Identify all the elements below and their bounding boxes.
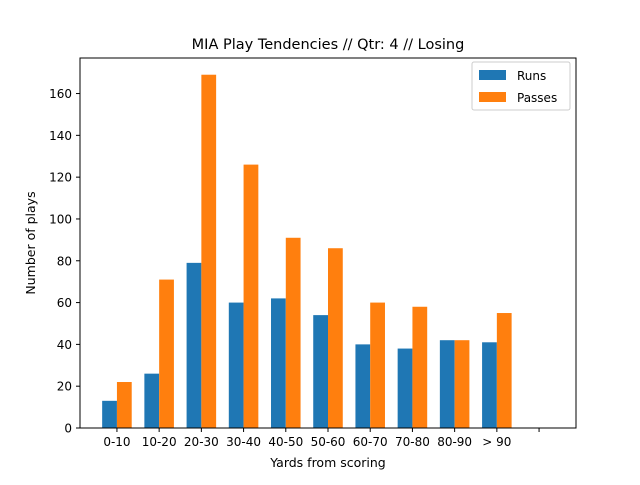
y-tick-label: 80	[57, 254, 72, 268]
x-tick-label: 0-10	[103, 435, 130, 449]
y-axis-ticks: 0 20 40 60 80 100 120 140 160	[49, 87, 80, 436]
y-tick-label: 120	[49, 171, 72, 185]
x-axis-ticks: 0-10 10-20 20-30 30-40 40-50 50-60 60-70 70-80 8…	[103, 428, 540, 449]
bar-runs-7	[397, 348, 413, 428]
y-tick-label: 20	[57, 380, 72, 394]
bar-passes-6	[370, 302, 385, 428]
bars-group	[102, 74, 512, 429]
bar-runs-4	[271, 298, 286, 428]
y-tick-label: 0	[64, 422, 72, 436]
y-tick-label: 40	[57, 338, 72, 352]
x-tick-label: > 90	[482, 435, 511, 449]
bar-passes-7	[412, 306, 428, 428]
bar-runs-3	[228, 302, 244, 428]
y-tick-label: 140	[49, 129, 72, 143]
y-tick-label: 100	[49, 212, 72, 226]
x-tick-label: 10-20	[142, 435, 177, 449]
legend-label-runs: Runs	[517, 69, 546, 83]
bar-runs-0	[102, 400, 117, 428]
legend-swatch-passes	[479, 92, 506, 102]
bar-runs-5	[313, 315, 328, 428]
x-tick-label: 60-70	[353, 435, 388, 449]
bar-runs-8	[439, 340, 455, 428]
bar-passes-2	[201, 74, 217, 428]
x-tick-label: 30-40	[226, 435, 261, 449]
bar-runs-1	[144, 373, 160, 428]
legend-label-passes: Passes	[517, 91, 557, 105]
y-axis-label: Number of plays	[23, 191, 38, 294]
bar-passes-5	[328, 248, 343, 428]
y-tick-label: 160	[49, 87, 72, 101]
bar-passes-9	[496, 313, 512, 428]
bar-runs-6	[355, 344, 371, 428]
y-tick-label: 60	[57, 296, 72, 310]
x-tick-label: 70-80	[395, 435, 430, 449]
bar-passes-3	[243, 164, 259, 429]
bar-passes-4	[285, 237, 301, 428]
bar-runs-9	[482, 342, 497, 428]
bar-passes-1	[159, 279, 174, 428]
x-tick-label: 80-90	[437, 435, 472, 449]
legend-swatch-runs	[479, 70, 506, 80]
x-tick-label: 50-60	[311, 435, 346, 449]
x-tick-label: 40-50	[268, 435, 303, 449]
chart-title: MIA Play Tendencies // Qtr: 4 // Losing	[192, 37, 465, 53]
x-axis-label: Yards from scoring	[269, 455, 385, 470]
bar-passes-8	[454, 340, 470, 428]
bar-passes-0	[116, 382, 132, 428]
bar-runs-2	[186, 262, 202, 428]
x-tick-label: 20-30	[184, 435, 219, 449]
legend: Runs Passes	[471, 61, 571, 111]
